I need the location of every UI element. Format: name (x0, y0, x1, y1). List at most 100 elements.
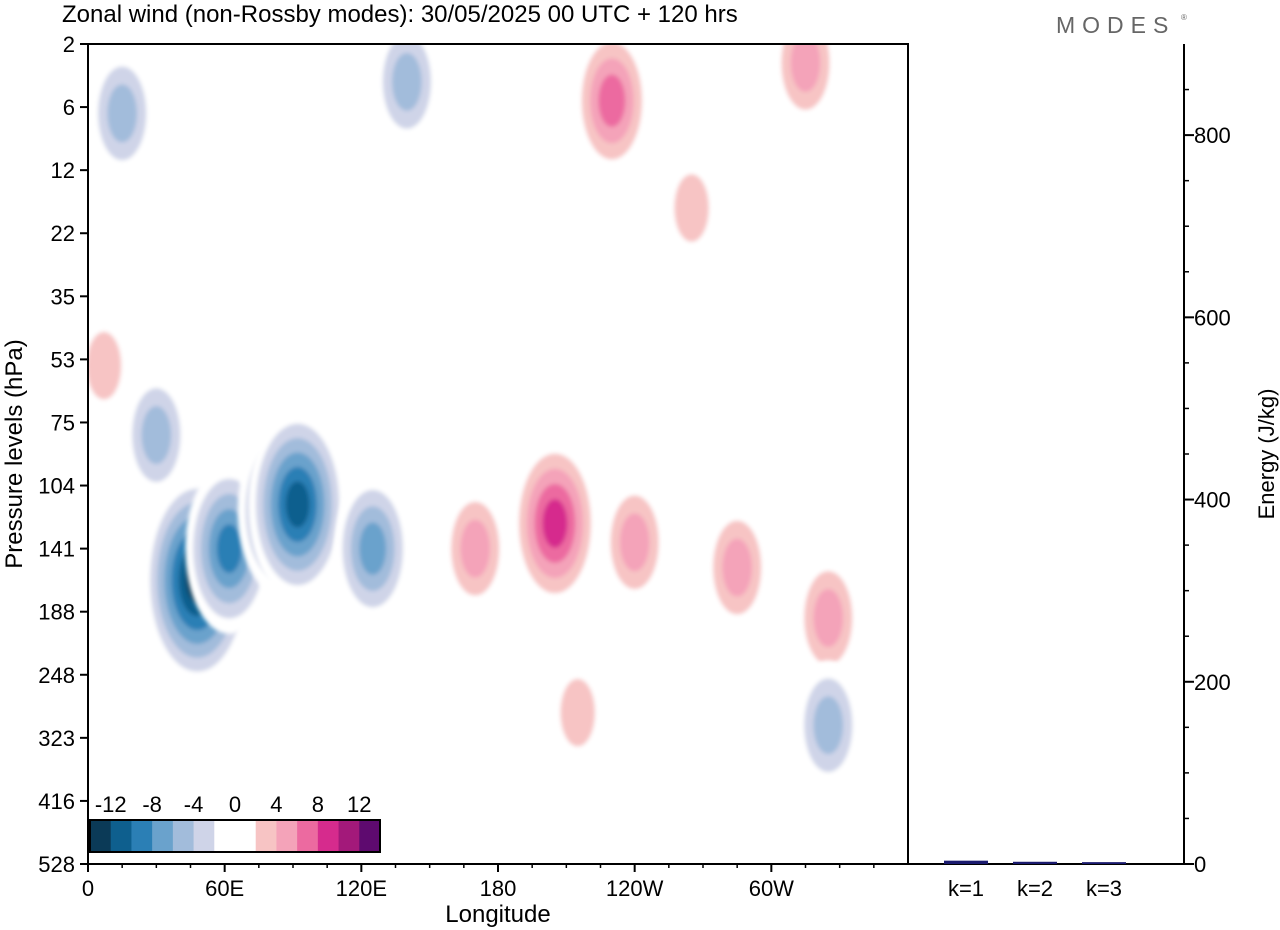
colorbar-swatch (90, 820, 112, 852)
contour-feature (441, 483, 509, 614)
energy-tick-label: 400 (1194, 488, 1231, 513)
x-tick-label: 60W (749, 876, 794, 901)
y-tick-label: 35 (51, 284, 75, 309)
energy-category-labels: k=1 k=2 k=3 (948, 876, 1122, 901)
contour-feature (88, 48, 156, 179)
colorbar-swatch (131, 820, 153, 852)
colorbar-label: -8 (142, 792, 162, 817)
contour-shell (359, 522, 387, 575)
colorbar: -12 -8 -4 0 4 8 12 (89, 792, 381, 853)
y-tick-label: 323 (38, 726, 75, 751)
energy-bar (1082, 862, 1126, 864)
y-tick-label: 416 (38, 789, 75, 814)
energy-category-label: k=3 (1086, 876, 1122, 901)
contour-feature (123, 370, 190, 501)
contour-feature (549, 657, 606, 768)
contour-shell (460, 519, 491, 578)
contour-shell (216, 524, 242, 573)
y-tick-label: 53 (51, 347, 75, 372)
contour-shell (88, 331, 122, 400)
energy-bars (944, 860, 1126, 864)
colorbar-swatch (255, 820, 277, 852)
colorbar-swatch (235, 820, 257, 852)
energy-tick-label: 800 (1194, 123, 1231, 148)
contour-feature (703, 502, 771, 633)
energy-tick-label: 600 (1194, 305, 1231, 330)
contour-shell (392, 52, 422, 111)
colorbar-swatch (359, 820, 381, 852)
contour-shell (619, 513, 650, 572)
contour-feature (248, 409, 347, 600)
contour-feature (334, 473, 412, 624)
x-axis-label: Longitude (445, 901, 550, 928)
colorbar-label: 8 (312, 792, 324, 817)
colorbar-swatch (276, 820, 298, 852)
contour-feature (794, 553, 862, 683)
colorbar-label: -12 (95, 792, 127, 817)
energy-category-label: k=2 (1017, 876, 1053, 901)
colorbar-label: 0 (229, 792, 241, 817)
energy-bar (944, 860, 988, 864)
brand-logo-mark: ® (1181, 13, 1187, 22)
colorbar-swatch (110, 820, 132, 852)
y-tick-label: 188 (38, 600, 75, 625)
contour-shell (813, 589, 844, 647)
energy-bar (1013, 861, 1057, 864)
contour-layer (88, 44, 862, 791)
colorbar-swatch (152, 820, 174, 852)
y-tick-label: 104 (38, 474, 75, 499)
energy-axis: 0 200 400 600 800 (1184, 88, 1231, 877)
energy-tick-label: 200 (1194, 670, 1231, 695)
energy-category-label: k=1 (948, 876, 984, 901)
colorbar-swatch (214, 820, 236, 852)
contour-shell (598, 74, 626, 127)
longitude-axis: 0 60E 120E 180 120W 60W (82, 864, 875, 901)
contour-feature (601, 477, 668, 608)
y-tick-label: 12 (51, 158, 75, 183)
y-tick-label: 141 (38, 537, 75, 562)
contour-feature (511, 438, 599, 609)
contour-shell (560, 678, 596, 747)
y-tick-label: 248 (38, 663, 75, 688)
colorbar-label: 12 (347, 792, 371, 817)
heatmap-plot (88, 44, 908, 864)
y-tick-label: 6 (63, 95, 75, 120)
colorbar-label: -4 (184, 792, 204, 817)
contour-feature (772, 44, 839, 128)
y-tick-label: 528 (38, 852, 75, 877)
colorbar-swatch (297, 820, 319, 852)
contour-shell (813, 696, 844, 755)
y-axis-label: Pressure levels (hPa) (1, 339, 28, 568)
energy-tick-label: 0 (1194, 852, 1206, 877)
x-tick-label: 180 (480, 876, 517, 901)
colorbar-frame (89, 819, 381, 853)
contour-feature (573, 44, 651, 176)
colorbar-label: 4 (270, 792, 282, 817)
contour-shell (285, 481, 310, 528)
y-tick-label: 75 (51, 410, 75, 435)
chart-title: Zonal wind (non-Rossby modes): 30/05/202… (62, 1, 738, 28)
x-tick-label: 120W (606, 876, 664, 901)
contour-feature (794, 660, 862, 791)
energy-bar-panel: 0 200 400 600 800 k=1 k=2 k=3 (908, 44, 1231, 901)
contour-feature (88, 310, 133, 421)
contour-shell (107, 84, 137, 143)
contour-feature (663, 153, 720, 263)
energy-axis-label: Energy (J/kg) (1254, 389, 1279, 520)
x-tick-label: 0 (82, 876, 94, 901)
contour-shell (141, 406, 172, 464)
colorbar-swatch (172, 820, 195, 852)
colorbar-swatch (338, 820, 360, 852)
y-tick-label: 22 (51, 221, 75, 246)
contour-shell (790, 44, 821, 92)
x-tick-label: 60E (205, 876, 244, 901)
x-tick-label: 120E (336, 876, 387, 901)
colorbar-swatch (193, 820, 215, 852)
brand-logo: MODES (1056, 12, 1175, 38)
contour-shell (542, 499, 568, 548)
contour-shell (674, 174, 709, 242)
y-tick-label: 2 (63, 32, 75, 57)
pressure-axis: 2 6 12 22 35 53 75 104 141 188 248 323 416 528 (38, 32, 88, 877)
contour-feature (373, 44, 441, 147)
